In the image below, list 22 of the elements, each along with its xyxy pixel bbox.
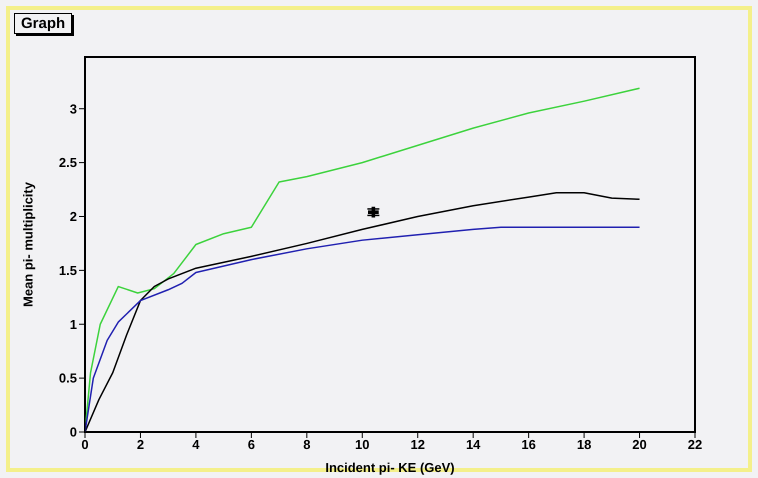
y-tick-label: 1.5 xyxy=(58,262,77,278)
x-axis-title: Incident pi- KE (GeV) xyxy=(325,460,455,475)
x-tick-label: 18 xyxy=(576,437,592,452)
y-tick-label: 1 xyxy=(70,316,77,332)
y-axis-title: Mean pi- multiplicity xyxy=(20,181,36,307)
y-tick-label: 0.5 xyxy=(58,370,77,386)
x-tick-label: 14 xyxy=(466,437,482,452)
x-tick-label: 10 xyxy=(355,437,370,452)
y-tick-label: 2.5 xyxy=(58,155,77,170)
x-tick-label: 12 xyxy=(410,437,425,452)
x-tick-label: 4 xyxy=(192,437,200,452)
y-tick-label: 3 xyxy=(70,101,77,116)
x-tick-label: 16 xyxy=(521,437,536,452)
y-tick-label: 0 xyxy=(70,424,77,440)
x-tick-label: 0 xyxy=(81,437,89,452)
chart-title: Graph xyxy=(14,13,72,34)
x-tick-label: 8 xyxy=(303,437,310,452)
x-tick-label: 22 xyxy=(688,437,702,452)
x-tick-label: 20 xyxy=(632,437,647,452)
x-tick-label: 6 xyxy=(248,437,255,452)
x-tick-label: 2 xyxy=(136,437,144,452)
y-tick-label: 2 xyxy=(70,209,77,224)
